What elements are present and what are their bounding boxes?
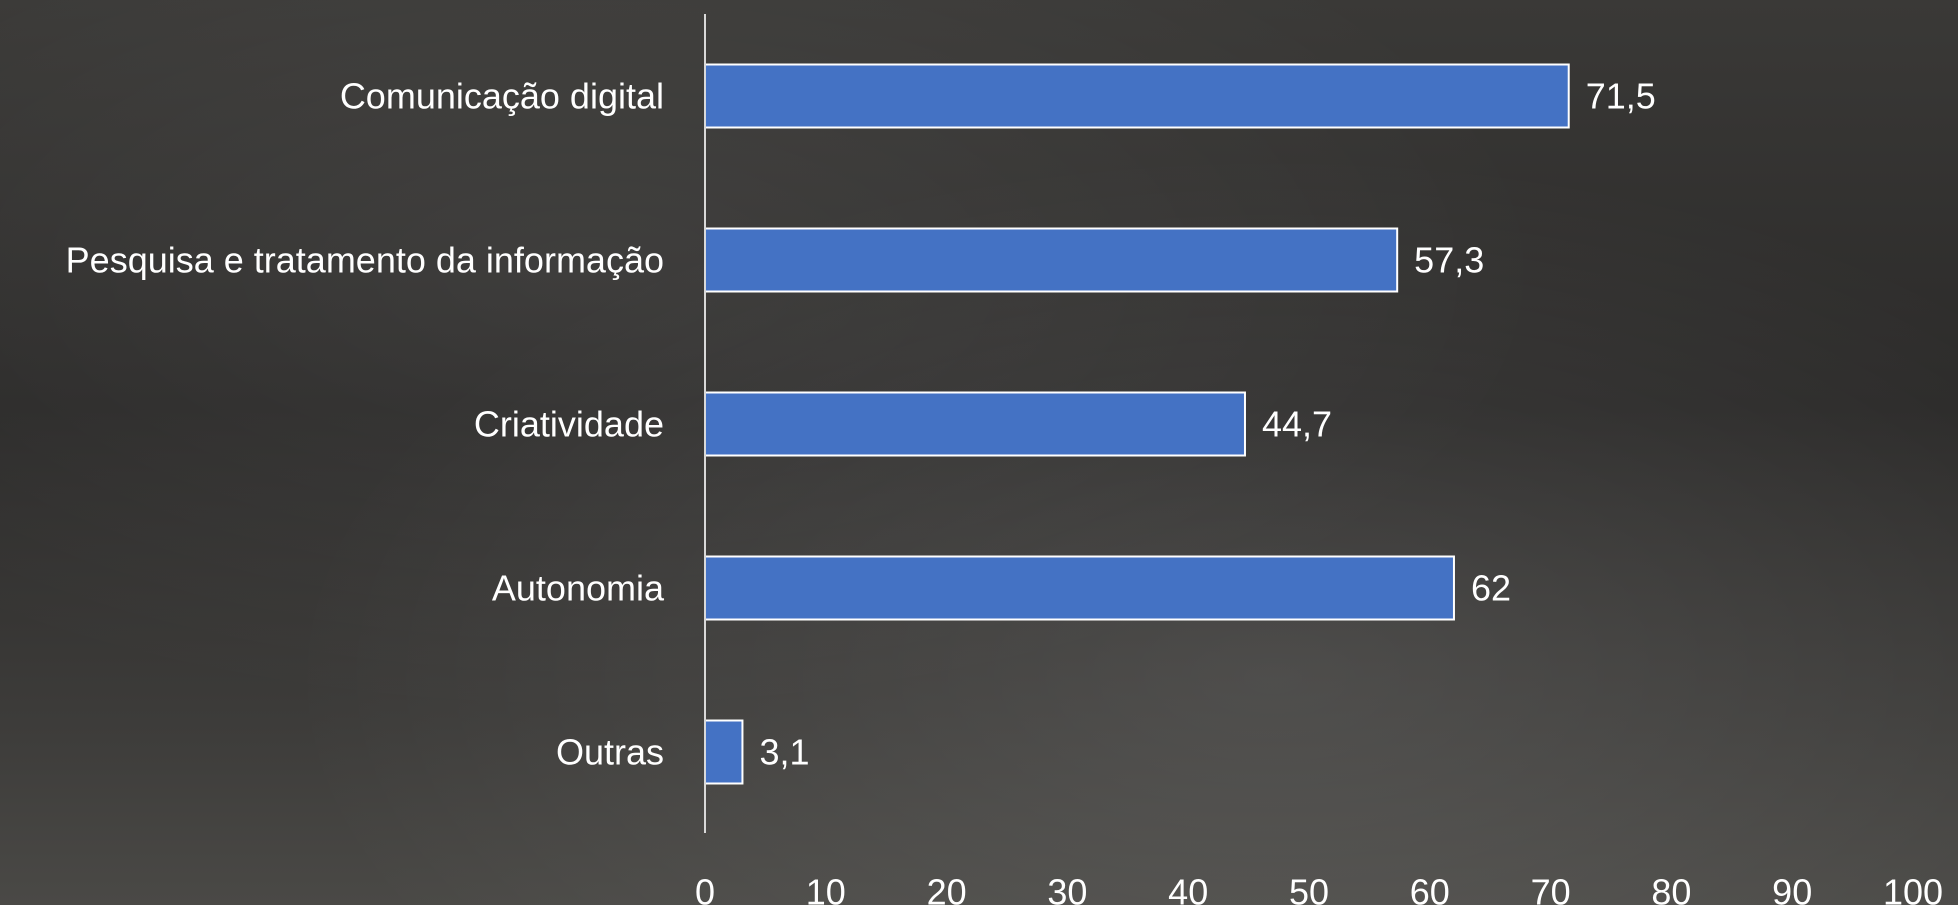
- data-label: 62: [1471, 568, 1511, 609]
- category-label: Outras: [556, 732, 664, 773]
- category-labels: Comunicação digital Pesquisa e tratamento…: [66, 76, 665, 773]
- bar: [705, 393, 1245, 456]
- bar: [705, 229, 1397, 292]
- bar: [705, 721, 742, 784]
- x-tick-label: 70: [1531, 872, 1571, 905]
- x-tick-label: 90: [1772, 872, 1812, 905]
- x-tick-label: 100: [1883, 872, 1943, 905]
- x-tick-label: 30: [1047, 872, 1087, 905]
- bar: [705, 557, 1454, 620]
- category-label: Comunicação digital: [340, 76, 664, 117]
- x-tick-label: 40: [1168, 872, 1208, 905]
- bars-group: [705, 65, 1569, 784]
- data-label: 3,1: [759, 732, 809, 773]
- bar: [705, 65, 1569, 128]
- data-label: 44,7: [1262, 404, 1332, 445]
- x-tick-label: 0: [695, 872, 715, 905]
- x-tick-label: 20: [927, 872, 967, 905]
- x-axis-tick-labels: 0 10 20 30 40 50 60 70 80 90 100: [695, 872, 1943, 905]
- x-tick-label: 50: [1289, 872, 1329, 905]
- x-tick-label: 80: [1651, 872, 1691, 905]
- x-tick-label: 60: [1410, 872, 1450, 905]
- category-label: Autonomia: [492, 568, 665, 609]
- x-tick-label: 10: [806, 872, 846, 905]
- category-label: Criatividade: [474, 404, 664, 445]
- data-label: 71,5: [1586, 76, 1656, 117]
- data-label: 57,3: [1414, 240, 1484, 281]
- category-label: Pesquisa e tratamento da informação: [66, 240, 664, 281]
